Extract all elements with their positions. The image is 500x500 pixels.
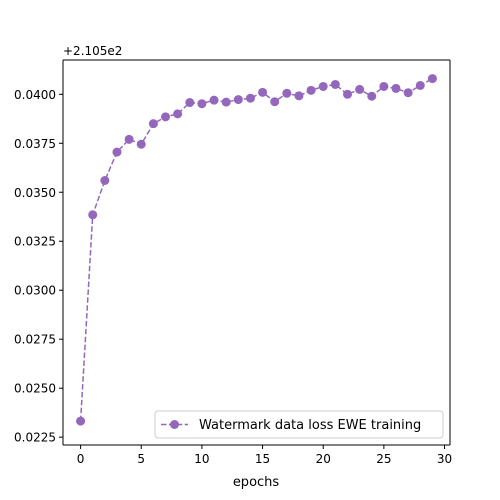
x-tick-label: 0	[77, 452, 85, 466]
data-point	[100, 175, 110, 185]
data-point	[318, 81, 328, 91]
data-point	[391, 83, 401, 93]
data-point	[282, 88, 292, 98]
data-point	[148, 119, 158, 129]
x-tick-label: 25	[376, 452, 391, 466]
y-tick-label: 0.0375	[14, 137, 56, 151]
data-point	[403, 88, 413, 98]
data-point	[258, 87, 268, 97]
x-tick-label: 30	[437, 452, 452, 466]
data-point	[88, 210, 98, 220]
series-layer	[76, 74, 437, 426]
data-point	[379, 81, 389, 91]
data-point	[415, 80, 425, 90]
data-point	[112, 147, 122, 157]
data-point	[330, 79, 340, 89]
x-tick-label: 20	[316, 452, 331, 466]
plot-area	[63, 60, 450, 445]
data-point	[245, 93, 255, 103]
x-tick-label: 15	[255, 452, 270, 466]
data-point	[124, 134, 134, 144]
data-point	[161, 112, 171, 122]
y-axis-ticks: 0.0225 0.0250 0.0275 0.0300 0.0325 0.0350 0.03…	[14, 88, 63, 445]
data-point	[76, 416, 86, 426]
y-axis-offset-label: +2.105e2	[63, 44, 122, 58]
axes-frame	[62, 59, 451, 446]
y-tick-label: 0.0275	[14, 333, 56, 347]
data-point	[221, 97, 231, 107]
y-tick-label: 0.0400	[14, 88, 56, 102]
data-point	[342, 89, 352, 99]
legend-box	[154, 410, 444, 439]
data-point	[355, 84, 365, 94]
y-tick-label: 0.0325	[14, 235, 56, 249]
y-tick-label: 0.0250	[14, 382, 56, 396]
data-point	[233, 95, 243, 105]
legend: Watermark data loss EWE training	[154, 410, 444, 439]
data-point	[197, 99, 207, 109]
x-axis-ticks: 0 5 10 15 20 25 30	[77, 445, 452, 466]
data-point	[367, 91, 377, 101]
data-point	[427, 74, 437, 84]
data-point	[294, 91, 304, 101]
data-point	[306, 85, 316, 95]
y-tick-label: 0.0300	[14, 284, 56, 298]
data-point	[185, 98, 195, 108]
legend-label: Watermark data loss EWE training	[199, 418, 421, 433]
data-point	[173, 109, 183, 119]
y-tick-label: 0.0225	[14, 431, 56, 445]
data-point	[270, 97, 280, 107]
legend-marker	[170, 420, 179, 429]
x-tick-label: 10	[194, 452, 209, 466]
x-axis-label: epochs	[233, 475, 280, 490]
x-tick-label: 5	[137, 452, 145, 466]
data-point	[209, 95, 219, 105]
y-tick-label: 0.0350	[14, 186, 56, 200]
data-point	[136, 139, 146, 149]
